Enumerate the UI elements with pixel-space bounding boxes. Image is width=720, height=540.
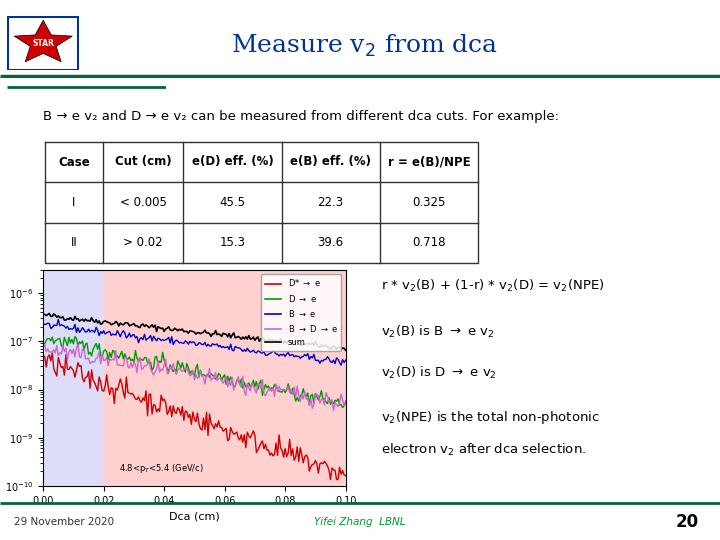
Text: > 0.02: > 0.02 xyxy=(123,237,163,249)
Text: e(D) eff. (%): e(D) eff. (%) xyxy=(192,156,274,168)
Text: I: I xyxy=(72,196,76,209)
Text: 45.5: 45.5 xyxy=(220,196,246,209)
Text: 0.325: 0.325 xyxy=(412,196,446,209)
X-axis label: Dca (cm): Dca (cm) xyxy=(169,511,220,521)
Text: Cut (cm): Cut (cm) xyxy=(114,156,171,168)
Text: 39.6: 39.6 xyxy=(318,237,343,249)
Legend: D* $\to$ e, D $\to$ e, B $\to$ e, B $\to$ D $\to$ e, sum: D* $\to$ e, D $\to$ e, B $\to$ e, B $\to… xyxy=(261,274,341,350)
Text: 22.3: 22.3 xyxy=(318,196,343,209)
Bar xyxy=(43,270,104,486)
Text: v$_2$(B) is B $\to$ e v$_2$: v$_2$(B) is B $\to$ e v$_2$ xyxy=(381,323,495,340)
Text: Measure v$_2$ from dca: Measure v$_2$ from dca xyxy=(231,33,499,59)
Text: 4.8<p$_T$<5.4 (GeV/c): 4.8<p$_T$<5.4 (GeV/c) xyxy=(119,462,204,476)
Text: v$_2$(NPE) is the total non-photonic: v$_2$(NPE) is the total non-photonic xyxy=(381,409,600,427)
Text: B → e v₂ and D → e v₂ can be measured from different dca cuts. For example:: B → e v₂ and D → e v₂ can be measured fr… xyxy=(42,110,559,123)
Text: Case: Case xyxy=(58,156,90,168)
Text: 29 November 2020: 29 November 2020 xyxy=(14,517,114,528)
Text: electron v$_2$ after dca selection.: electron v$_2$ after dca selection. xyxy=(381,442,586,458)
Text: e(B) eff. (%): e(B) eff. (%) xyxy=(290,156,371,168)
Text: r * v$_2$(B) + (1-r) * v$_2$(D) = v$_2$(NPE): r * v$_2$(B) + (1-r) * v$_2$(D) = v$_2$(… xyxy=(381,278,605,294)
Text: < 0.005: < 0.005 xyxy=(120,196,166,209)
Text: STAR: STAR xyxy=(32,39,54,48)
Text: r = e(B)/NPE: r = e(B)/NPE xyxy=(387,156,470,168)
Bar xyxy=(104,270,346,486)
Polygon shape xyxy=(14,21,72,62)
Text: II: II xyxy=(71,237,77,249)
Text: Yifei Zhang  LBNL: Yifei Zhang LBNL xyxy=(314,517,406,528)
Text: 0.718: 0.718 xyxy=(412,237,446,249)
Text: 20: 20 xyxy=(675,514,698,531)
Text: 15.3: 15.3 xyxy=(220,237,246,249)
Text: v$_2$(D) is D $\to$ e v$_2$: v$_2$(D) is D $\to$ e v$_2$ xyxy=(381,364,497,381)
